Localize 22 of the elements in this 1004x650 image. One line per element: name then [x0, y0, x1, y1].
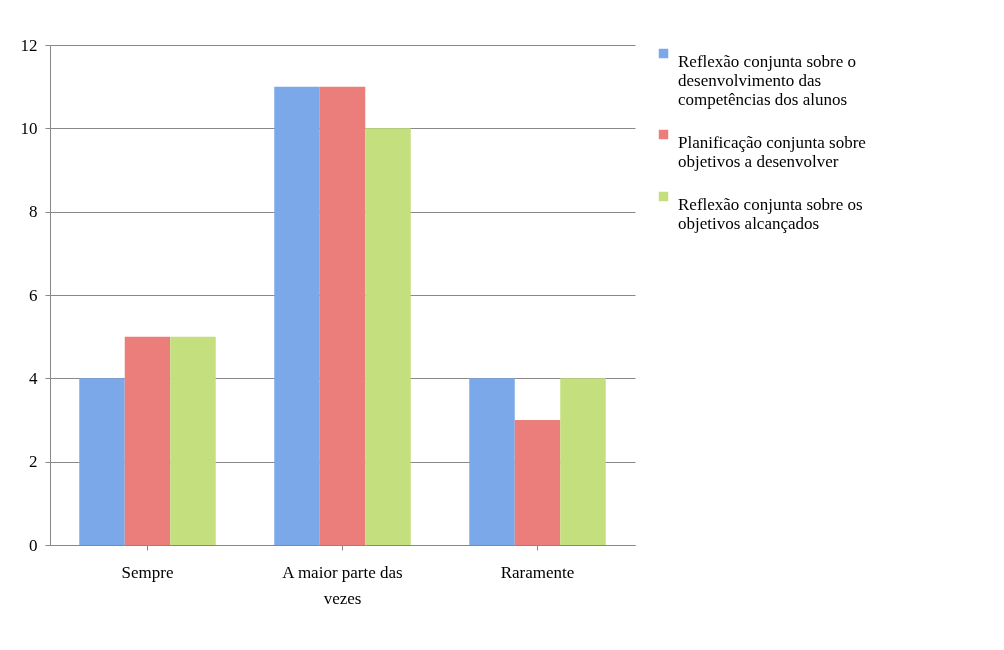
bar [319, 86, 366, 545]
x-tick-label: A maior parte das vezes [282, 562, 403, 608]
y-tick-label: 0 [29, 535, 38, 555]
x-tick-label: Raramente [500, 562, 575, 582]
bar [124, 336, 171, 545]
y-tick-label: 2 [29, 452, 38, 472]
bar [79, 378, 125, 545]
legend-label: Reflexão conjunta sobre os objetivos alcançados [678, 194, 863, 233]
y-tick-label: 12 [20, 35, 38, 55]
y-tick-label: 8 [29, 202, 38, 222]
bar [560, 378, 606, 545]
legend-label: Reflexão conjunta sobre o desenvolvimento das competências dos alunos [678, 51, 856, 109]
bar [469, 378, 515, 545]
y-tick-label: 6 [29, 285, 38, 305]
bar [365, 128, 411, 545]
y-tick-label: 10 [20, 118, 38, 138]
bar [170, 336, 216, 545]
x-tick-label: Sempre [121, 562, 174, 582]
y-tick-label: 4 [29, 368, 38, 388]
legend-label: Planificação conjunta sobre objetivos a desenvolver [678, 132, 866, 171]
bar [514, 420, 561, 545]
bar [274, 86, 320, 545]
